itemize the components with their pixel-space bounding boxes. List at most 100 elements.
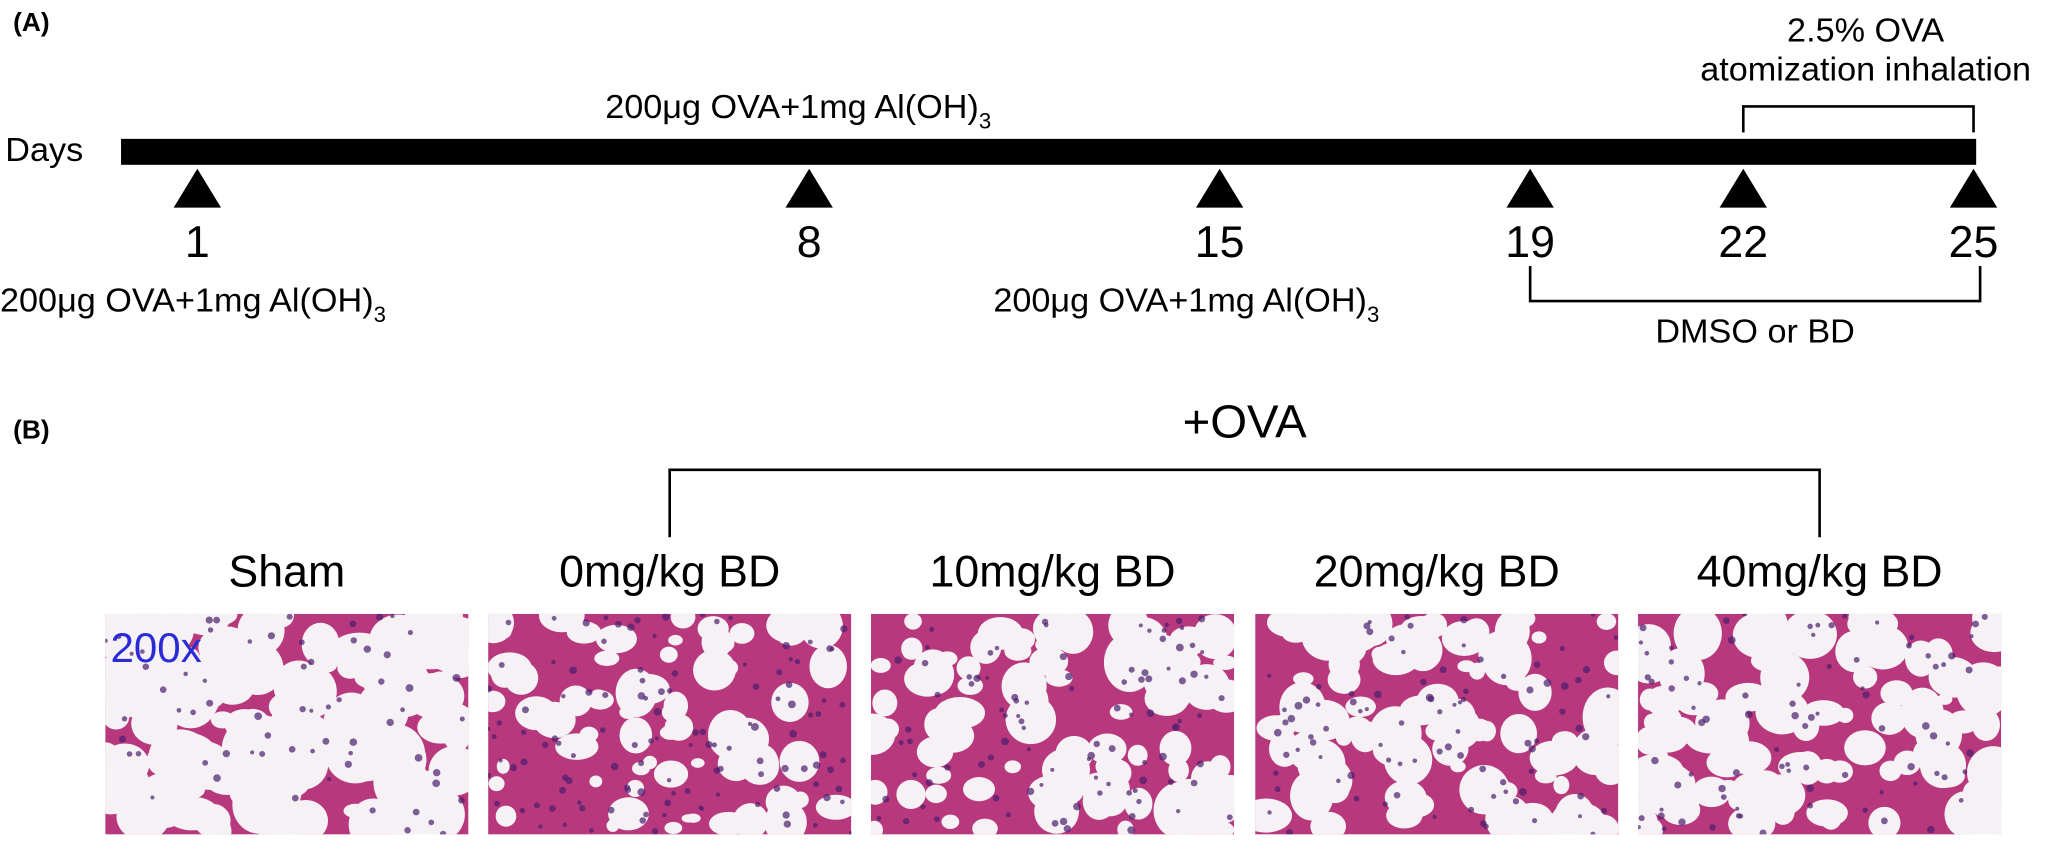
nucleus <box>116 634 122 640</box>
nucleus <box>634 617 641 624</box>
alveolus <box>872 689 898 717</box>
alveolus <box>1209 755 1231 779</box>
nucleus <box>968 681 975 687</box>
day-marker <box>173 168 222 208</box>
nucleus <box>1164 622 1170 628</box>
alveolus <box>1760 652 1810 703</box>
alveolus <box>111 625 132 644</box>
alveolus <box>693 649 736 691</box>
nucleus <box>349 738 358 746</box>
nucleus <box>298 639 305 646</box>
day-label: 1 <box>185 218 210 267</box>
nucleus <box>714 618 720 625</box>
nucleus <box>1468 806 1475 813</box>
nucleus <box>662 812 667 818</box>
nucleus <box>614 620 622 628</box>
nucleus <box>1404 614 1410 620</box>
nucleus <box>1906 642 1912 649</box>
nucleus <box>202 760 209 766</box>
alveolus <box>1166 778 1215 811</box>
nucleus <box>599 727 606 733</box>
nucleus <box>344 760 352 768</box>
nucleus <box>1697 681 1702 686</box>
nucleus <box>386 718 394 727</box>
nucleus <box>1097 790 1103 796</box>
nucleus <box>1204 674 1209 679</box>
nucleus <box>327 777 332 782</box>
alveolus <box>283 799 329 835</box>
nucleus <box>213 616 221 624</box>
nucleus <box>1378 742 1383 747</box>
nucleus <box>1577 792 1584 800</box>
alveolus <box>1213 655 1235 670</box>
alveolus <box>112 613 136 627</box>
nucleus <box>1407 622 1414 629</box>
alveolus <box>1855 748 1879 765</box>
nucleus <box>1167 779 1174 785</box>
nucleus <box>1358 708 1363 714</box>
nucleus <box>1925 653 1931 659</box>
nucleus <box>1129 712 1134 717</box>
nucleus <box>579 805 586 812</box>
nucleus <box>610 762 619 771</box>
nucleus <box>407 630 413 636</box>
nucleus <box>520 758 528 766</box>
annotation: 200μg OVA+1mg Al(OH)3 <box>605 88 991 133</box>
alveolus <box>809 644 847 689</box>
alveolus <box>1596 613 1617 630</box>
day-marker <box>1719 168 1767 208</box>
nucleus <box>126 751 133 757</box>
nucleus <box>582 619 590 627</box>
nucleus <box>585 688 593 696</box>
nucleus <box>775 696 781 702</box>
alveolus <box>594 650 620 666</box>
alveolus <box>1371 646 1388 663</box>
nucleus <box>921 659 929 667</box>
nucleus <box>639 677 646 684</box>
nucleus <box>1226 814 1233 821</box>
nucleus <box>1147 628 1152 633</box>
nucleus <box>807 639 813 645</box>
nucleus <box>658 688 665 695</box>
nucleus <box>1283 751 1290 758</box>
nucleus <box>1668 659 1675 665</box>
nucleus <box>1479 765 1487 773</box>
nucleus <box>1024 700 1030 705</box>
nucleus <box>1842 613 1848 619</box>
nucleus <box>1393 791 1401 799</box>
nucleus <box>925 645 930 650</box>
nucleus <box>648 738 654 744</box>
nucleus <box>1139 776 1148 785</box>
alveolus <box>1848 613 1867 628</box>
nucleus <box>1875 620 1880 625</box>
alveolus <box>1296 699 1350 741</box>
nucleus <box>488 726 491 731</box>
nucleus <box>789 730 797 738</box>
nucleus <box>728 615 733 621</box>
nucleus <box>488 685 493 693</box>
nucleus <box>1559 645 1565 651</box>
nucleus <box>666 778 672 783</box>
alveolus <box>360 661 410 698</box>
nucleus <box>1742 613 1748 617</box>
alveolus <box>1305 780 1334 801</box>
nucleus <box>498 758 503 763</box>
alveolus <box>1873 626 1894 639</box>
nucleus <box>1744 710 1753 719</box>
nucleus <box>348 750 353 756</box>
nucleus <box>452 674 461 682</box>
nucleus <box>1177 719 1182 724</box>
alveolus <box>142 645 186 675</box>
nucleus <box>383 651 391 659</box>
nucleus <box>773 785 781 792</box>
nucleus <box>549 805 556 812</box>
nucleus <box>1267 810 1272 815</box>
nucleus <box>1929 732 1938 740</box>
nucleus <box>1176 809 1181 814</box>
nucleus <box>1638 640 1644 645</box>
nucleus <box>684 787 691 794</box>
alveolus <box>661 703 679 721</box>
nucleus <box>1452 702 1457 707</box>
alveolus <box>619 705 637 719</box>
